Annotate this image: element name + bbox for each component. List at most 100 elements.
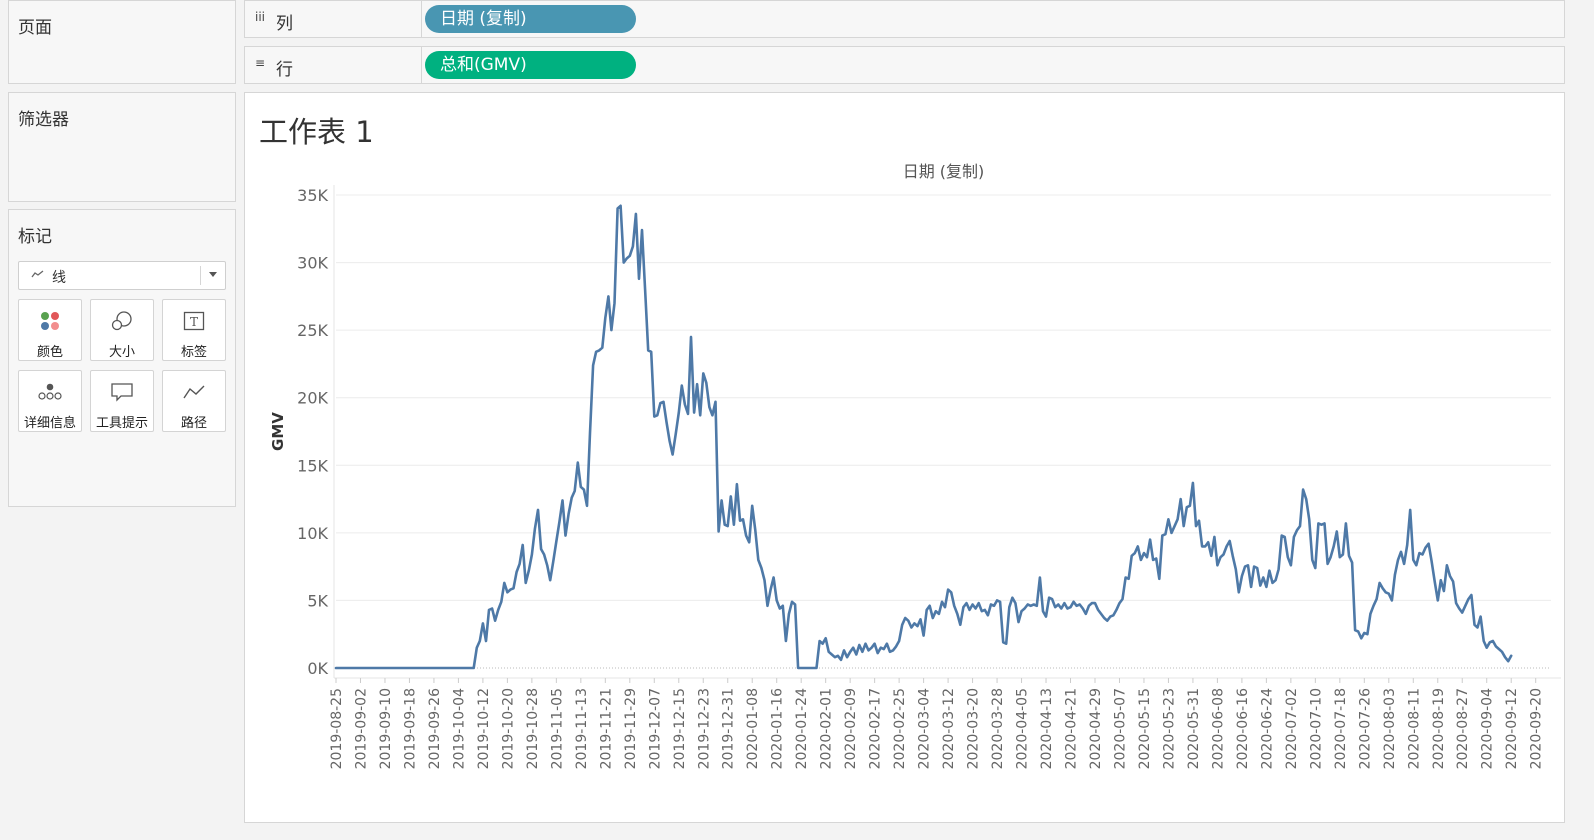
x-tick-label: 2020-05-15 xyxy=(1137,688,1153,769)
y-tick-label: 15K xyxy=(297,456,328,475)
mark-type-dropdown[interactable]: 线 xyxy=(18,261,226,290)
x-tick-label: 2020-02-17 xyxy=(868,688,884,769)
x-tick-label: 2020-07-26 xyxy=(1357,688,1373,769)
x-tick-label: 2020-02-25 xyxy=(892,688,908,769)
x-tick-label: 2019-12-07 xyxy=(647,688,663,769)
x-tick-label: 2019-10-04 xyxy=(451,688,467,769)
pages-card[interactable]: 页面 xyxy=(8,0,236,84)
marks-title: 标记 xyxy=(18,227,52,247)
x-axis-header: 日期 (复制) xyxy=(903,162,985,181)
x-tick-label: 2020-03-28 xyxy=(990,688,1006,769)
x-tick-label: 2019-10-12 xyxy=(476,688,492,769)
x-tick-label: 2019-10-28 xyxy=(525,688,541,769)
y-tick-label: 20K xyxy=(297,389,328,408)
path-icon xyxy=(163,380,225,404)
x-tick-label: 2020-08-03 xyxy=(1382,688,1398,769)
x-tick-label: 2020-05-23 xyxy=(1161,688,1177,769)
label-label: 标签 xyxy=(180,345,207,360)
x-tick-label: 2019-11-13 xyxy=(574,688,590,769)
mark-type-label: 线 xyxy=(52,270,66,286)
size-icon xyxy=(91,309,153,333)
x-tick-label: 2019-12-23 xyxy=(696,688,712,769)
path-label: 路径 xyxy=(180,416,207,431)
worksheet-view: 工作表 1 日期 (复制) 0K 5K 10K 15K 20K 25K 30K 35K GMV 20… xyxy=(244,92,1565,823)
tooltip-mark-button[interactable]: 工具提示 xyxy=(90,370,154,432)
color-icon xyxy=(19,309,81,333)
x-tick-label: 2020-08-27 xyxy=(1455,688,1471,769)
x-tick-label: 2020-04-05 xyxy=(1015,688,1031,769)
x-tick-label: 2019-09-10 xyxy=(378,688,394,769)
label-mark-button[interactable]: T 标签 xyxy=(162,299,226,361)
y-tick-label: 0K xyxy=(307,659,328,678)
columns-label: 列 xyxy=(276,14,293,34)
detail-mark-button[interactable]: 详细信息 xyxy=(18,370,82,432)
y-axis-label: GMV xyxy=(269,412,287,451)
x-tick-label: 2019-12-31 xyxy=(721,688,737,769)
x-tick-label: 2020-07-18 xyxy=(1333,688,1349,769)
x-tick-label: 2020-01-08 xyxy=(745,688,761,769)
columns-shelf[interactable]: iii 列 日期 (复制) xyxy=(244,0,1565,38)
x-tick-label: 2020-09-04 xyxy=(1480,688,1496,769)
worksheet-title: 工作表 1 xyxy=(259,115,374,149)
date-copy-pill[interactable]: 日期 (复制) xyxy=(425,5,636,33)
x-tick-label: 2019-09-26 xyxy=(427,688,443,769)
x-tick-label: 2019-08-25 xyxy=(329,688,345,769)
x-tick-label: 2020-04-29 xyxy=(1088,688,1104,769)
x-tick-label: 2019-10-20 xyxy=(500,688,516,769)
x-tick-label: 2020-03-04 xyxy=(917,688,933,769)
detail-icon xyxy=(19,380,81,404)
x-tick-label: 2020-03-20 xyxy=(966,688,982,769)
path-mark-button[interactable]: 路径 xyxy=(162,370,226,432)
x-tick-label: 2020-06-24 xyxy=(1259,688,1275,769)
svg-text:T: T xyxy=(190,315,198,329)
y-tick-label: 25K xyxy=(297,321,328,340)
x-tick-label: 2020-05-31 xyxy=(1186,688,1202,769)
x-tick-label: 2020-08-11 xyxy=(1406,688,1422,769)
filters-title: 筛选器 xyxy=(18,110,69,130)
color-label: 颜色 xyxy=(36,345,63,360)
shelf-divider xyxy=(421,1,422,37)
chevron-down-icon[interactable] xyxy=(209,272,217,277)
sum-gmv-pill[interactable]: 总和(GMV) xyxy=(425,51,636,79)
size-mark-button[interactable]: 大小 xyxy=(90,299,154,361)
tooltip-icon xyxy=(91,380,153,404)
pages-title: 页面 xyxy=(18,18,52,38)
x-tick-label: 2020-06-08 xyxy=(1210,688,1226,769)
x-tick-label: 2019-12-15 xyxy=(672,688,688,769)
marks-card: 标记 线 颜色 大小 xyxy=(8,209,236,507)
x-tick-label: 2019-09-02 xyxy=(353,688,369,769)
x-tick-label: 2019-11-05 xyxy=(549,688,565,769)
columns-icon: iii xyxy=(255,10,266,24)
dropdown-divider xyxy=(200,266,201,285)
x-tick-label: 2020-06-16 xyxy=(1235,688,1251,769)
y-tick-label: 10K xyxy=(297,524,328,543)
x-tick-label: 2020-02-09 xyxy=(843,688,859,769)
x-tick-label: 2020-07-10 xyxy=(1308,688,1324,769)
shelf-divider xyxy=(421,47,422,83)
x-tick-label: 2020-05-07 xyxy=(1112,688,1128,769)
x-tick-label: 2019-11-29 xyxy=(623,688,639,769)
line-mark-icon xyxy=(31,268,45,282)
x-tick-label: 2020-01-16 xyxy=(770,688,786,769)
rows-icon: ≡ xyxy=(255,56,266,70)
y-tick-label: 30K xyxy=(297,254,328,273)
text-label-icon: T xyxy=(163,309,225,333)
rows-label: 行 xyxy=(276,60,293,80)
line-chart[interactable]: 日期 (复制) 0K 5K 10K 15K 20K 25K 30K 35K GMV 2019-08-… xyxy=(245,93,1564,822)
y-tick-label: 5K xyxy=(307,591,328,610)
x-tick-label: 2019-09-18 xyxy=(402,688,418,769)
filters-card[interactable]: 筛选器 xyxy=(8,92,236,202)
detail-label: 详细信息 xyxy=(23,416,76,431)
size-label: 大小 xyxy=(108,345,135,360)
x-tick-label: 2020-03-12 xyxy=(941,688,957,769)
x-tick-label: 2020-04-13 xyxy=(1039,688,1055,769)
x-tick-label: 2020-02-01 xyxy=(819,688,835,769)
rows-shelf[interactable]: ≡ 行 总和(GMV) xyxy=(244,46,1565,84)
tooltip-label: 工具提示 xyxy=(95,416,148,431)
x-tick-label: 2020-09-20 xyxy=(1529,688,1545,769)
x-tick-label: 2020-09-12 xyxy=(1504,688,1520,769)
x-tick-label: 2019-11-21 xyxy=(598,688,614,769)
color-mark-button[interactable]: 颜色 xyxy=(18,299,82,361)
x-tick-label: 2020-07-02 xyxy=(1284,688,1300,769)
